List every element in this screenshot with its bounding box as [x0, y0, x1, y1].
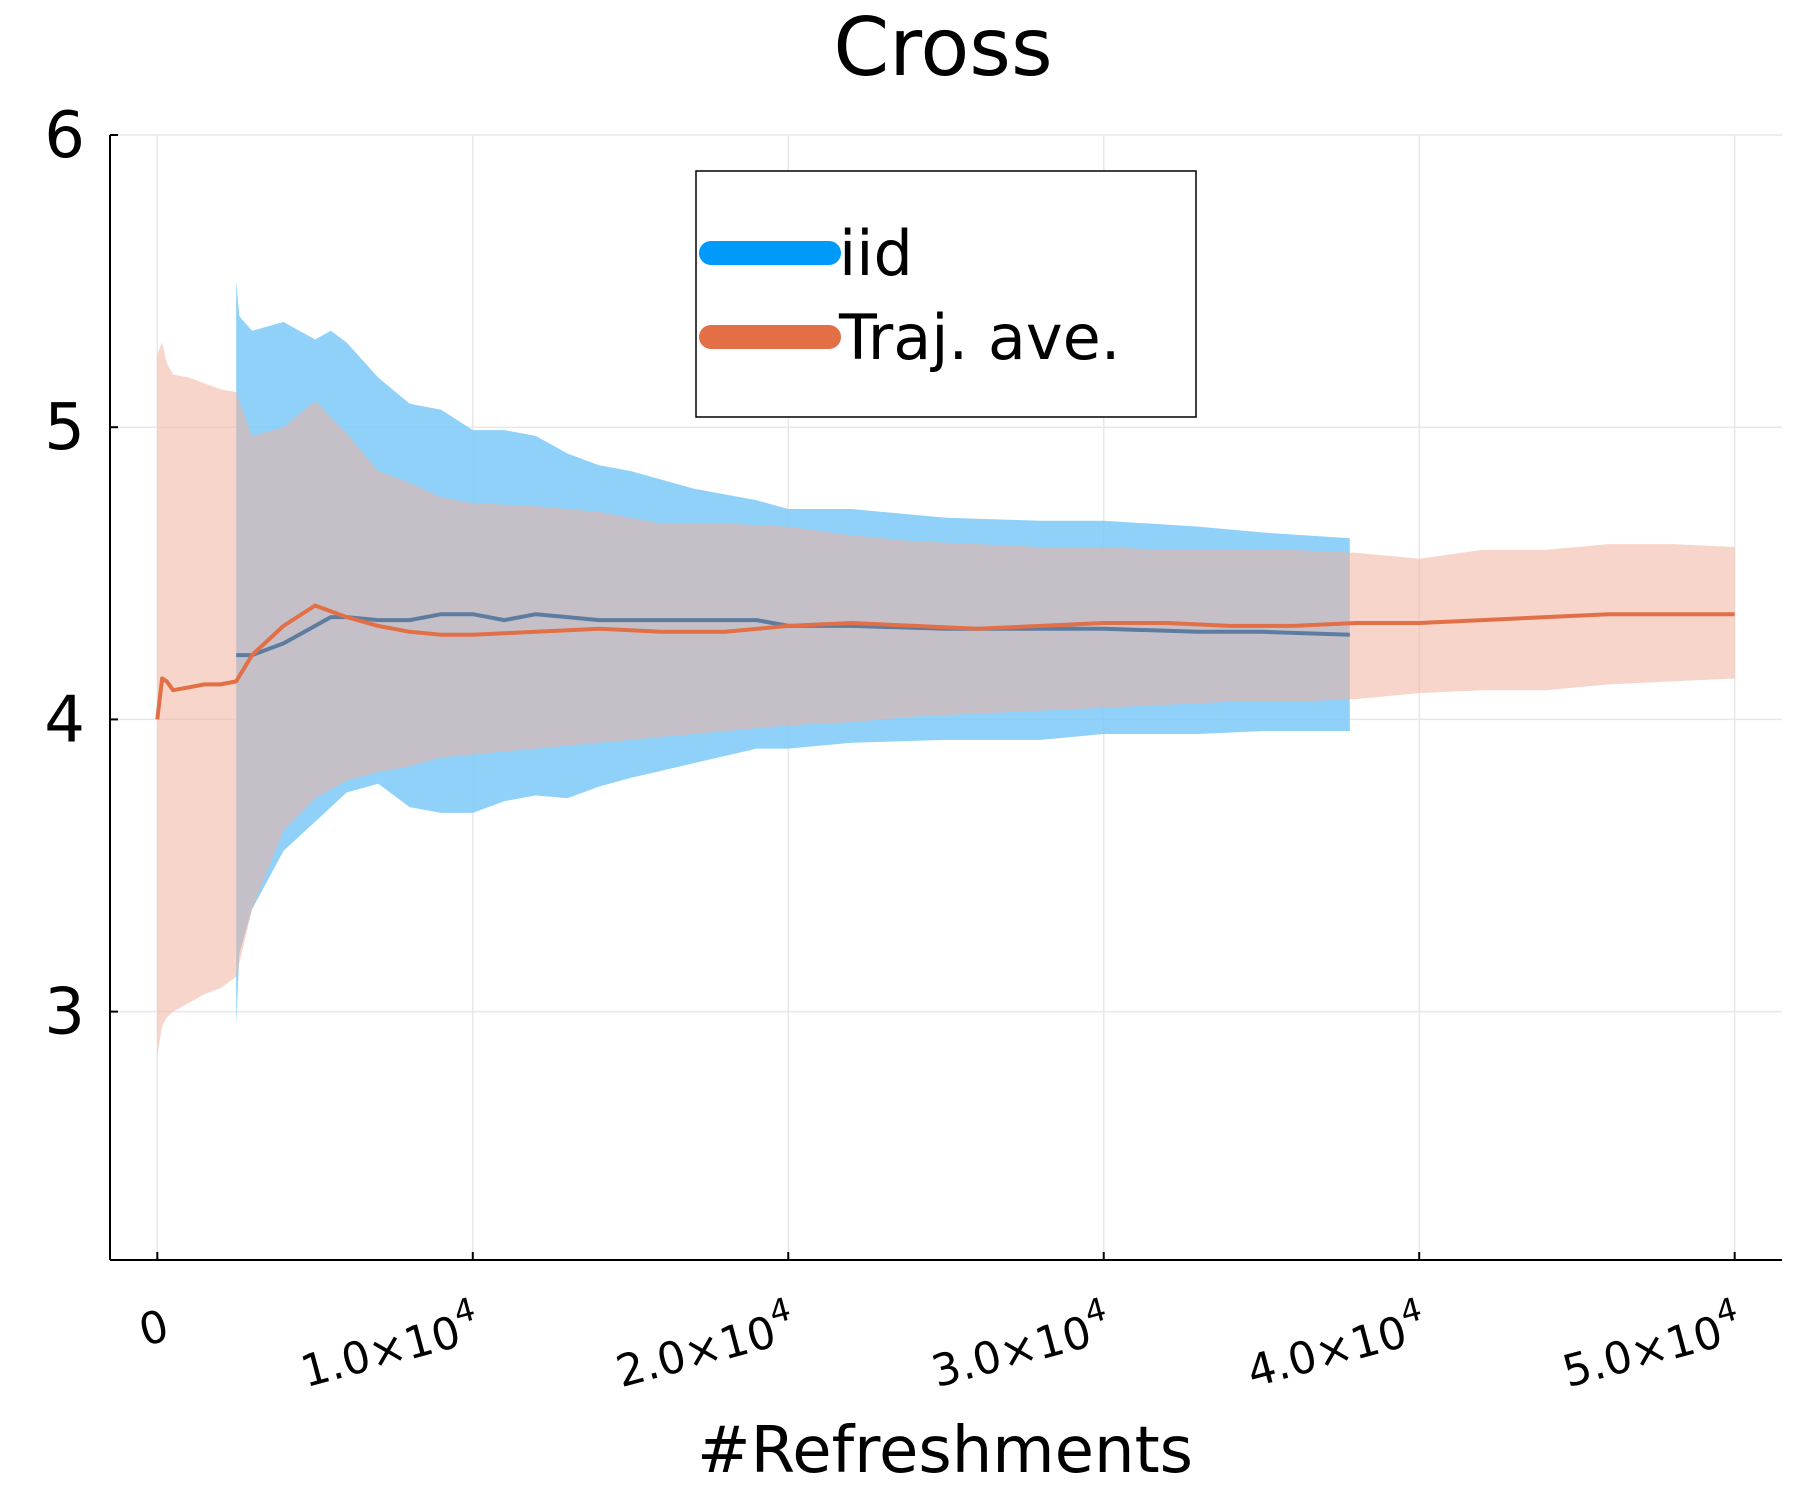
y-tick-label-2: 5 — [44, 391, 85, 465]
y-tick-label-3: 6 — [44, 99, 85, 173]
line-iid — [236, 612, 1350, 658]
legend-label-traj-ave: Traj. ave. — [838, 301, 1120, 374]
legend-box — [695, 170, 1197, 418]
y-tick-label-0: 3 — [44, 976, 85, 1050]
x-axis-label: #Refreshments — [697, 1414, 1193, 1488]
legend: iid Traj. ave. — [695, 170, 1197, 418]
band-traj-ave — [157, 342, 1735, 1056]
confidence-bands — [157, 281, 1735, 1056]
line-traj-ave — [155, 603, 1735, 720]
y-tick-label-1: 4 — [44, 683, 85, 757]
legend-label-iid: iid — [839, 217, 913, 290]
chart-title: Cross — [833, 1, 1052, 94]
y-ticks: 3 4 5 6 — [44, 99, 85, 1050]
series-lines — [155, 603, 1735, 720]
axes — [109, 134, 1782, 1261]
